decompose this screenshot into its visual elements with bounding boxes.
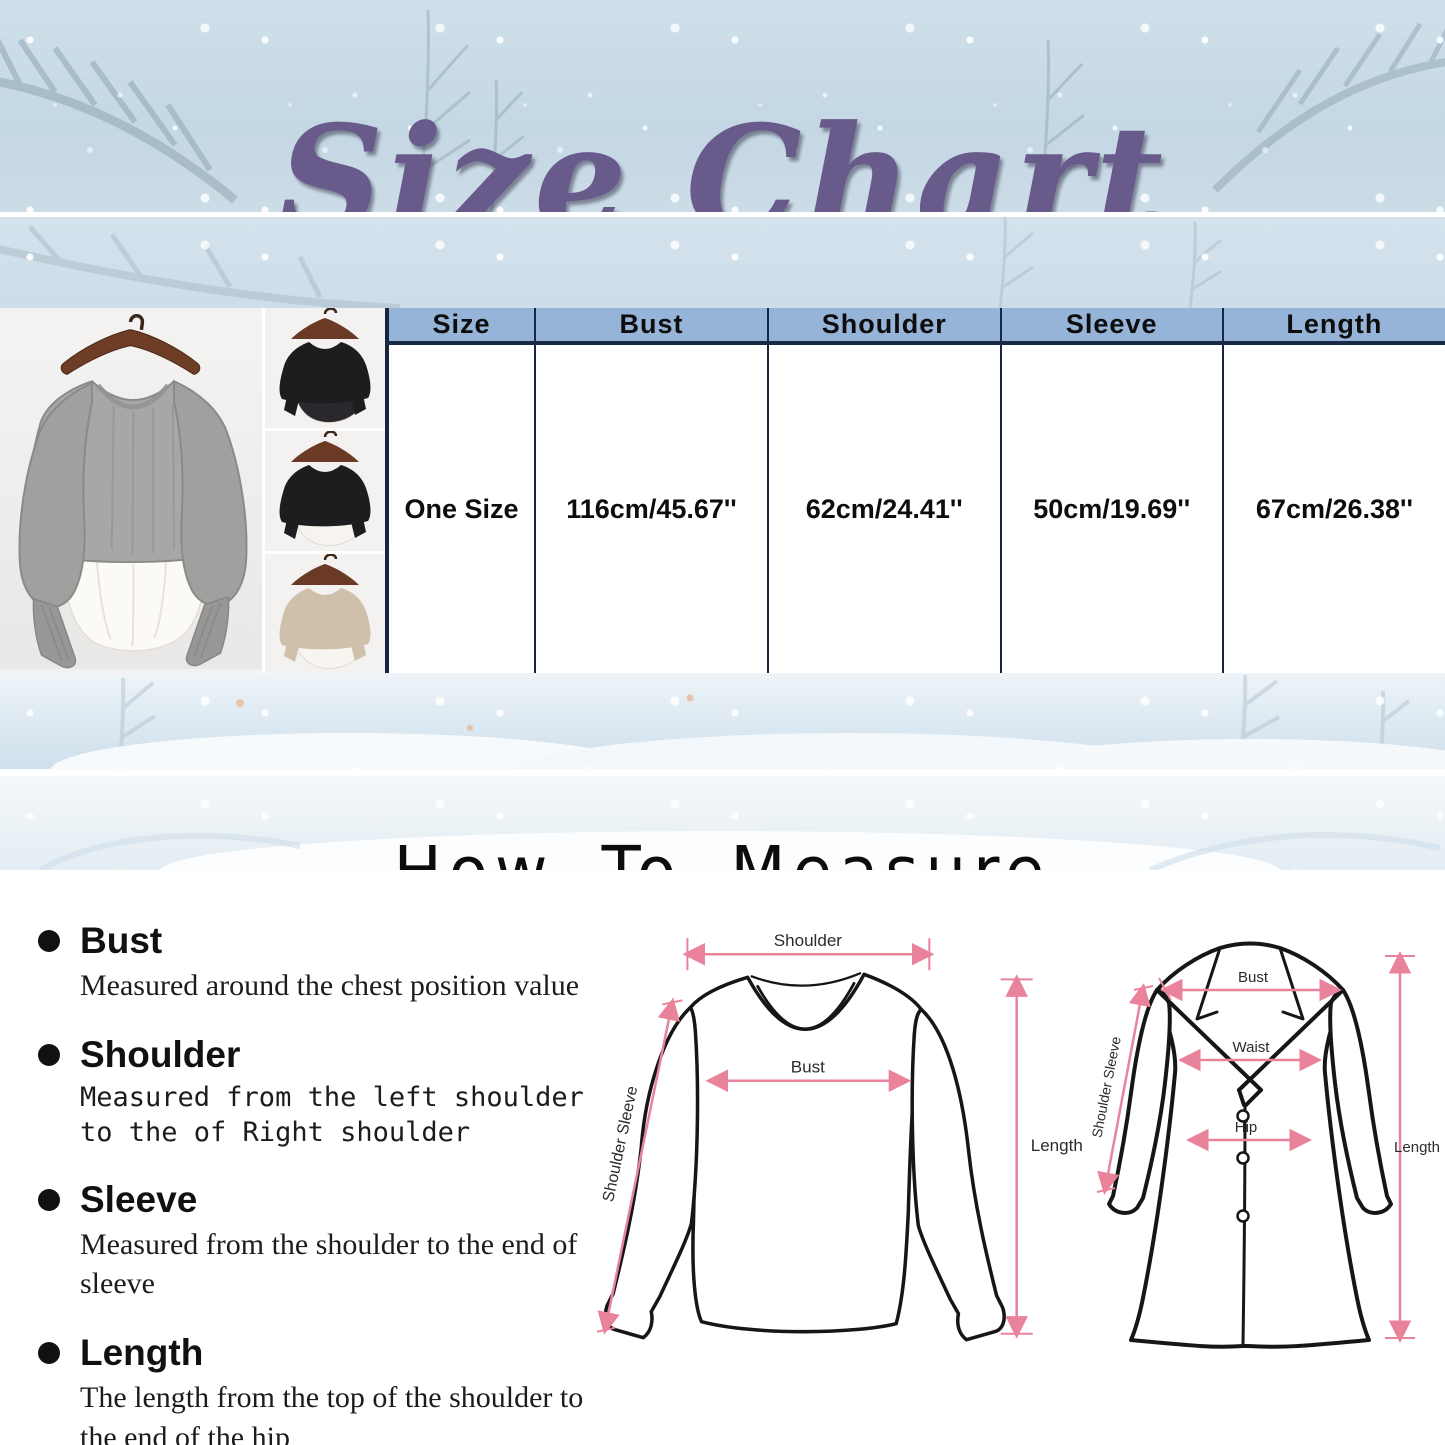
coat-buttons — [1236, 1109, 1250, 1223]
measure-description: Measured from the shoulder to the end of… — [80, 1227, 578, 1301]
how-to-measure-title: How To Measure — [0, 833, 1445, 870]
measure-item-length: Length The length from the top of the sh… — [38, 1332, 598, 1445]
sweater-shoulder-label: Shoulder — [774, 931, 843, 950]
thumbnail-black-sweater-white-hem — [265, 431, 385, 551]
sweater-bust-label: Bust — [791, 1058, 825, 1077]
measure-section: Bust Measured around the chest position … — [0, 870, 1445, 1445]
measure-definitions-list: Bust Measured around the chest position … — [38, 920, 598, 1445]
divider-stripe — [0, 769, 1445, 776]
coat-hip-label: Hip — [1235, 1119, 1258, 1136]
collar-back-arc — [750, 972, 862, 987]
product-photos — [0, 308, 385, 673]
coat-bust-label: Bust — [1238, 969, 1269, 986]
col-header-length: Length — [1221, 308, 1445, 345]
grey-sweater-photo-illustration — [0, 312, 262, 669]
snowy-branches-decoration — [0, 9, 1445, 212]
size-table-row: One Size 116cm/45.67'' 62cm/24.41'' 50cm… — [387, 343, 1445, 673]
size-table-header-row: Size Bust Shoulder Sleeve Length — [387, 308, 1445, 345]
measure-label: Sleeve — [80, 1178, 198, 1220]
bullet-icon — [38, 1342, 60, 1365]
cell-sleeve: 50cm/19.69'' — [999, 343, 1223, 673]
products-and-table-row: Size Bust Shoulder Sleeve Length One Siz… — [0, 308, 1445, 673]
sweater-length-label: Length — [1031, 1136, 1083, 1155]
beige-sweater-icon — [265, 554, 385, 673]
measure-item-shoulder: Shoulder Measured from the left shoulder… — [38, 1034, 598, 1151]
measure-description: Measured around the chest position value — [80, 969, 580, 1002]
col-header-size: Size — [387, 308, 536, 345]
snow-decoration — [38, 831, 1441, 870]
wooden-hanger — [60, 329, 201, 375]
measure-label: Shoulder — [80, 1033, 241, 1075]
coat-right-sleeve — [1328, 988, 1393, 1215]
measure-label: Length — [80, 1332, 204, 1374]
cell-shoulder: 62cm/24.41'' — [766, 343, 1001, 673]
col-header-shoulder: Shoulder — [766, 308, 1001, 345]
bullet-icon — [38, 930, 60, 952]
thumbnail-beige-sweater — [265, 554, 385, 673]
size-table: Size Bust Shoulder Sleeve Length One Siz… — [385, 308, 1445, 673]
snow-landscape-decoration — [50, 674, 1445, 769]
product-photo-main — [0, 308, 262, 673]
coat-waist-label: Waist — [1233, 1039, 1271, 1056]
how-to-measure-band: How To Measure — [0, 776, 1445, 870]
twigs-decoration — [0, 217, 1222, 308]
coat-length-label: Length — [1394, 1139, 1440, 1156]
size-chart-header-band: Size Chart — [0, 0, 1445, 212]
bullet-icon — [38, 1188, 60, 1211]
sweater-measurement-diagram: Shoulder Bust Length Shoulder Sleeve — [595, 892, 1087, 1414]
collar-band — [95, 383, 171, 410]
measure-item-bust: Bust Measured around the chest position … — [38, 920, 598, 1006]
measure-label: Bust — [80, 920, 163, 961]
winter-band — [0, 217, 1445, 308]
sweater-right-sleeve — [910, 1007, 1006, 1342]
cell-length: 67cm/26.38'' — [1221, 343, 1445, 673]
measure-item-sleeve: Sleeve Measured from the shoulder to the… — [38, 1179, 598, 1304]
coat-measurement-diagram: Bust Waist Hip Length Shoulder Sleeve — [1085, 898, 1445, 1418]
measure-description: The length from the top of the shoulder … — [80, 1381, 584, 1445]
collar-inner-arc — [756, 981, 856, 1031]
thumbnail-black-sweater — [265, 308, 385, 428]
black-sweater-icon — [265, 308, 385, 428]
measure-description: Measured from the left shoulder to the o… — [80, 1081, 584, 1149]
snow-band — [0, 673, 1445, 769]
col-header-sleeve: Sleeve — [999, 308, 1223, 345]
cell-bust: 116cm/45.67'' — [534, 343, 768, 673]
black-white-hem-sweater-icon — [265, 431, 385, 551]
cell-size: One Size — [387, 343, 536, 673]
size-chart-title: Size Chart — [278, 93, 1167, 212]
hanger-hook — [128, 314, 145, 331]
col-header-bust: Bust — [534, 308, 768, 345]
bullet-icon — [38, 1043, 60, 1066]
product-thumbnails — [262, 308, 385, 673]
divider-stripe — [0, 212, 1445, 217]
